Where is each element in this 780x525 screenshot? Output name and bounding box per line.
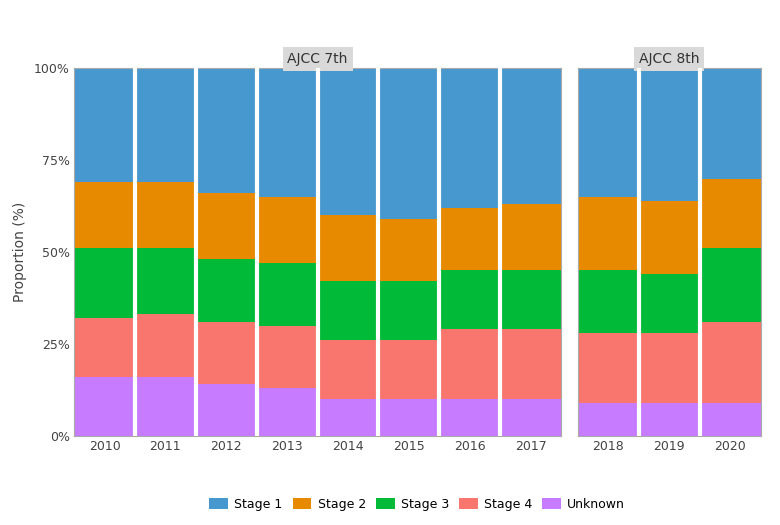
Bar: [257, 263, 317, 326]
Bar: [378, 340, 439, 399]
Bar: [639, 68, 700, 201]
Bar: [196, 68, 257, 193]
Bar: [378, 219, 439, 281]
Bar: [135, 68, 196, 182]
Bar: [439, 270, 500, 329]
Bar: [74, 377, 135, 436]
Bar: [196, 193, 257, 259]
Bar: [196, 259, 257, 322]
Bar: [196, 384, 257, 436]
Bar: [257, 326, 317, 388]
Bar: [439, 208, 500, 270]
Bar: [639, 403, 700, 436]
Bar: [700, 322, 760, 403]
Bar: [700, 403, 760, 436]
Bar: [439, 399, 500, 436]
Bar: [578, 68, 639, 197]
Bar: [500, 204, 561, 270]
Bar: [439, 68, 500, 208]
Bar: [74, 318, 135, 377]
Bar: [196, 322, 257, 384]
Bar: [500, 329, 561, 399]
Bar: [500, 399, 561, 436]
Bar: [500, 68, 561, 204]
Bar: [257, 197, 317, 263]
Bar: [257, 68, 317, 197]
Bar: [700, 178, 760, 248]
Bar: [378, 68, 439, 219]
Bar: [135, 377, 196, 436]
Bar: [578, 197, 639, 270]
Bar: [578, 333, 639, 403]
Bar: [439, 329, 500, 399]
Bar: [317, 340, 378, 399]
Bar: [317, 68, 378, 215]
Bar: [500, 270, 561, 329]
Bar: [74, 248, 135, 318]
Bar: [378, 399, 439, 436]
Bar: [74, 68, 135, 182]
Title: AJCC 7th: AJCC 7th: [287, 51, 348, 66]
Title: AJCC 8th: AJCC 8th: [639, 51, 700, 66]
Bar: [135, 248, 196, 314]
Bar: [578, 403, 639, 436]
Bar: [378, 281, 439, 340]
Bar: [74, 182, 135, 248]
Bar: [639, 201, 700, 274]
Bar: [135, 182, 196, 248]
Bar: [135, 314, 196, 377]
Bar: [317, 281, 378, 340]
Bar: [700, 68, 760, 178]
Bar: [700, 248, 760, 322]
Bar: [257, 388, 317, 436]
Bar: [639, 274, 700, 333]
Legend: Stage 1, Stage 2, Stage 3, Stage 4, Unknown: Stage 1, Stage 2, Stage 3, Stage 4, Unkn…: [204, 493, 630, 516]
Bar: [317, 215, 378, 281]
Bar: [578, 270, 639, 333]
Bar: [639, 333, 700, 403]
Y-axis label: Proportion (%): Proportion (%): [13, 202, 27, 302]
Bar: [317, 399, 378, 436]
